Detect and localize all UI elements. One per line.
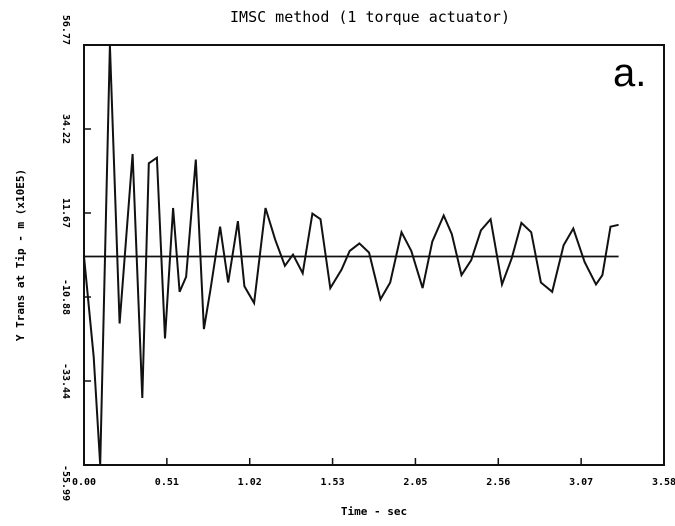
- x-tick-label: 0.51: [155, 477, 179, 488]
- x-tick-label: 3.07: [569, 477, 593, 488]
- y-tick-label: 34.22: [60, 114, 71, 144]
- y-tick-label: 56.77: [60, 15, 71, 45]
- y-tick-label: 11.67: [60, 198, 71, 228]
- y-tick-label: -33.44: [60, 363, 71, 399]
- y-axis-label: Y Trans at Tip - m (x10E5): [14, 169, 27, 341]
- series-line-response: [83, 44, 619, 466]
- y-tick-label: -55.99: [60, 465, 71, 501]
- plot-frame: [83, 44, 665, 466]
- series-layer: [83, 44, 619, 466]
- chart-title: IMSC method (1 torque actuator): [230, 8, 510, 26]
- panel-label: a.: [613, 51, 646, 95]
- x-tick-label: 1.53: [321, 477, 345, 488]
- x-tick-label: 2.05: [403, 477, 427, 488]
- x-tick-label: 1.02: [238, 477, 262, 488]
- y-tick-label: -10.88: [60, 279, 71, 315]
- x-tick-label: 2.56: [486, 477, 510, 488]
- x-axis-label: Time - sec: [341, 505, 407, 518]
- x-axis-ticks: 0.00 0.51 1.02 1.53 2.05 2.56 3.07 3.58: [72, 458, 675, 488]
- x-tick-label: 0.00: [72, 477, 96, 488]
- y-axis-ticks: 56.77 34.22 11.67 -10.88 -33.44 -55.99: [60, 15, 91, 501]
- x-tick-label: 3.58: [652, 477, 675, 488]
